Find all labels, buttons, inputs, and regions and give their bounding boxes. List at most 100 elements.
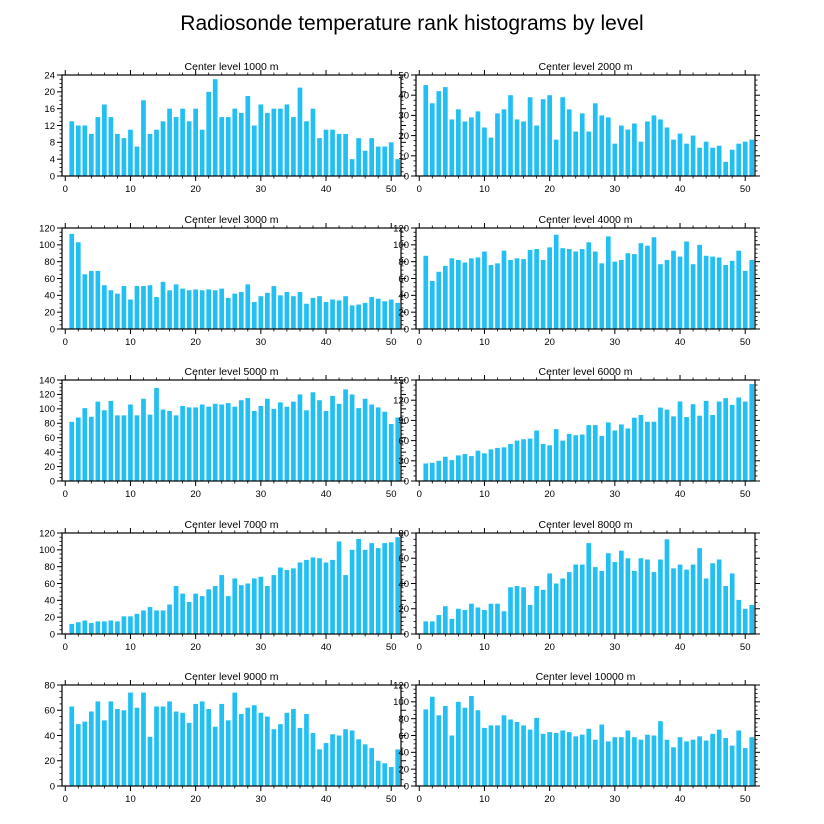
bar-27 [592,103,598,176]
bar-7 [108,701,114,786]
bar-8 [115,415,120,481]
bar-9 [475,450,481,481]
bar-39 [317,296,322,329]
panel-4: Center level 4000 m 0 20 40 60 80 100 120 0 10 20 3… [393,214,760,348]
bar-25 [579,734,585,786]
bar-45 [356,304,361,329]
bar-12 [141,286,146,329]
bar-20 [193,108,198,176]
bar-30 [258,576,264,634]
bar-35 [645,559,650,634]
bar-26 [586,425,592,481]
bar-40 [323,129,329,176]
bar-7 [108,400,114,481]
bar-21 [199,290,205,329]
y-tick-label: 12 [44,121,55,132]
bar-49 [382,543,388,634]
bar-14 [154,706,159,786]
panel-title: Center level 2000 m [539,61,633,73]
x-tick-label: 40 [675,794,686,805]
bar-6 [456,455,461,481]
bar-12 [141,692,146,786]
x-tick-label: 50 [386,642,397,653]
bar-39 [671,250,676,329]
panel-1: Center level 1000 m 0 4 8 12 16 20 24 0 10 20 30 40 5… [44,61,406,195]
bar-38 [310,108,316,176]
bar-41 [330,299,335,329]
bar-27 [592,425,598,481]
bar-27 [592,567,598,634]
bar-2 [429,462,435,481]
bar-37 [658,721,663,786]
bar-51 [749,604,755,634]
axes: 0 20 40 60 80 0 10 20 30 40 50 [44,680,406,805]
bar-48 [375,407,381,481]
bar-20 [193,703,198,786]
bar-36 [297,727,303,786]
bar-41 [330,559,335,634]
bar-21 [553,732,559,786]
bar-14 [154,387,159,481]
bar-32 [271,286,277,329]
bar-51 [395,302,401,329]
bar-22 [206,589,212,634]
bar-12 [141,100,146,176]
bar-22 [206,406,212,481]
bar-30 [258,104,264,176]
bar-50 [742,748,748,787]
bar-18 [180,108,185,176]
bar-20 [547,445,552,481]
bar-50 [388,299,394,329]
bar-10 [482,610,487,634]
y-tick-label: 20 [44,307,55,318]
bar-22 [206,91,212,176]
bar-20 [547,732,552,786]
bar-16 [167,701,172,786]
bar-34 [284,712,290,786]
axes: 0 20 40 60 80 100 120 0 10 20 30 40 50 [39,223,406,348]
bar-24 [573,131,579,176]
bar-14 [508,259,513,329]
bar-40 [677,737,683,786]
bar-24 [219,288,225,329]
x-tick-label: 0 [417,184,422,195]
bar-51 [395,159,401,176]
bar-26 [232,406,238,481]
bar-4 [442,606,448,634]
bar-25 [225,117,231,176]
bar-30 [612,143,618,176]
bar-47 [723,586,729,634]
panels-group: Center level 1000 m 0 4 8 12 16 20 24 0 10 20 30 40 5… [39,61,760,805]
bar-27 [238,714,244,786]
x-tick-label: 10 [479,184,490,195]
bar-43 [343,296,348,329]
bar-14 [508,587,513,634]
panel-title: Center level 1000 m [185,61,279,73]
bar-2 [75,242,81,329]
bar-19 [540,259,546,329]
bar-33 [632,417,637,481]
bar-41 [330,395,335,481]
bar-36 [297,562,303,634]
bar-47 [723,265,729,329]
y-tick-label: 20 [398,764,409,775]
bar-10 [128,299,133,329]
panel-8: Center level 8000 m 0 20 40 60 80 0 10 20 30 40 50 [398,519,760,653]
bar-8 [115,621,120,635]
bar-8 [469,695,474,786]
bar-34 [638,243,644,329]
bar-2 [75,125,81,176]
bar-11 [134,613,140,634]
bar-23 [212,586,218,634]
bar-3 [82,721,88,786]
bar-43 [697,548,702,634]
bar-45 [710,733,715,786]
bar-50 [388,767,394,786]
bars [423,384,755,481]
bar-7 [462,707,468,786]
bar-48 [729,404,735,481]
axes: 0 4 8 12 16 20 24 0 10 20 30 40 50 [44,70,406,195]
bar-15 [514,586,520,634]
bar-7 [462,262,468,329]
bar-45 [710,256,715,329]
